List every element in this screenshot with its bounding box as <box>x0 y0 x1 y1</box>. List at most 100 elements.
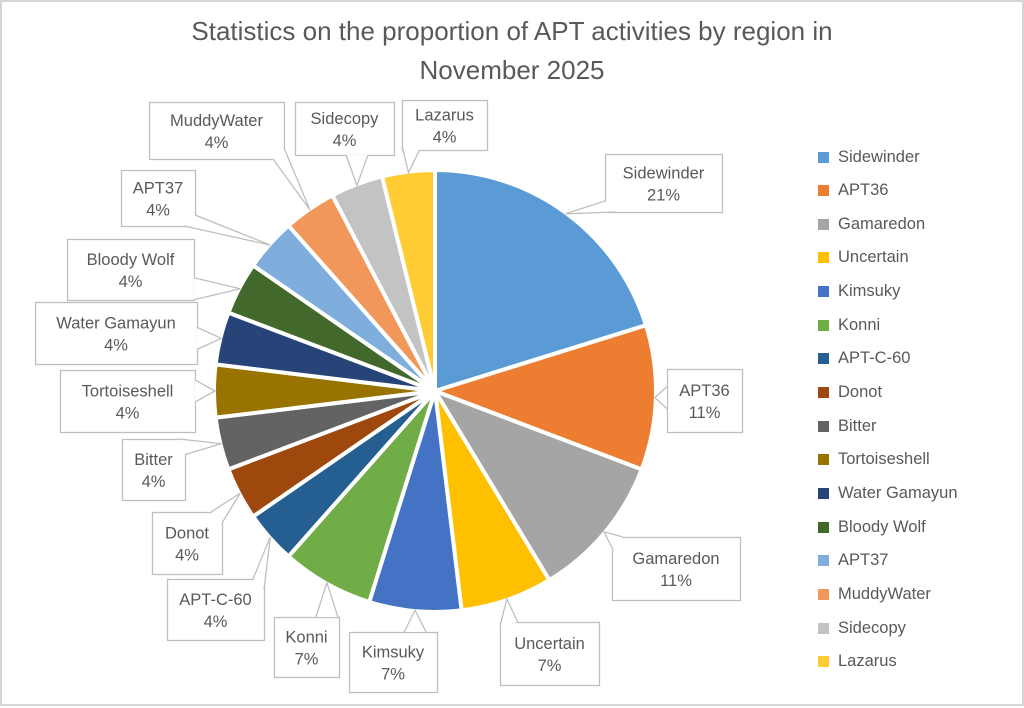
callout-box <box>121 438 187 502</box>
legend-item-muddywater: MuddyWater <box>818 582 931 606</box>
legend-item-bloody-wolf: Bloody Wolf <box>818 515 926 539</box>
data-label-percent: 4% <box>142 473 166 491</box>
legend-item-kimsuky: Kimsuky <box>818 280 900 304</box>
callout-leader-line <box>193 277 241 301</box>
data-label-sidecopy: Sidecopy 4% <box>294 101 396 188</box>
legend-label: Uncertain <box>838 248 909 267</box>
legend-item-donot: Donot <box>818 381 882 405</box>
chart-title-line-2: November 2025 <box>419 55 605 85</box>
data-label-tortoiseshell: Tortoiseshell 4% <box>59 369 217 434</box>
callout-box <box>148 101 286 161</box>
legend-swatch-icon <box>818 588 829 600</box>
data-label-percent: 4% <box>175 547 199 565</box>
legend-swatch-icon <box>818 622 829 634</box>
legend-label: Gamaredon <box>838 214 926 233</box>
legend-item-sidewinder: Sidewinder <box>818 145 920 169</box>
data-label-percent: 4% <box>204 613 228 631</box>
callout-box <box>611 536 742 602</box>
callout-beak-fill <box>500 599 518 627</box>
data-label-water-gamayun: Water Gamayun 4% <box>34 301 223 366</box>
data-label-percent: 7% <box>381 666 405 684</box>
data-label-gamaredon: Gamaredon 11% <box>602 530 742 602</box>
data-label-name: MuddyWater <box>170 112 263 130</box>
legend-label: Kimsuky <box>838 282 901 301</box>
data-label-percent: 4% <box>104 337 128 355</box>
data-label-lazarus: Lazarus 4% <box>401 99 489 175</box>
legend-label: Bloody Wolf <box>838 517 926 536</box>
callout-beak-fill <box>184 215 271 246</box>
legend-label: APT36 <box>838 181 889 200</box>
callout-leader-line <box>272 147 311 211</box>
legend-swatch-icon <box>818 319 829 331</box>
legend-swatch-icon <box>818 656 829 668</box>
pie-slices <box>212 167 658 614</box>
callout-box <box>348 631 439 694</box>
legend-label: APT-C-60 <box>838 349 911 368</box>
callout-beak-fill <box>273 148 310 210</box>
callout-box <box>401 99 489 152</box>
callout-beak-fill <box>253 536 271 590</box>
legend-label: Bitter <box>838 416 877 435</box>
data-label-name: Lazarus <box>415 107 474 125</box>
callout-beak-fill <box>345 155 368 186</box>
data-label-percent: 7% <box>295 651 319 669</box>
callout-box <box>34 301 199 366</box>
legend-item-tortoiseshell: Tortoiseshell <box>818 448 930 472</box>
data-label-konni: Konni 7% <box>273 580 341 679</box>
data-label-name: Bitter <box>134 451 173 469</box>
data-label-name: Kimsuky <box>362 644 425 662</box>
data-label-percent: 4% <box>433 129 457 147</box>
data-label-bloody-wolf: Bloody Wolf 4% <box>66 238 241 302</box>
callout-leader-line <box>196 326 223 350</box>
data-label-name: Tortoiseshell <box>82 383 174 401</box>
legend-item-sidecopy: Sidecopy <box>818 616 906 640</box>
data-label-bitter: Bitter 4% <box>121 438 222 502</box>
callout-leader-line <box>183 214 271 246</box>
legend-swatch-icon <box>818 387 829 398</box>
chart-title-line-1: Statistics on the proportion of APT acti… <box>191 16 833 46</box>
callout-box <box>59 369 197 434</box>
callout-beak-fill <box>197 327 222 350</box>
callout-box <box>120 169 197 228</box>
callout-box <box>666 368 744 434</box>
data-label-name: Water Gamayun <box>56 315 176 333</box>
callout-leader-line <box>499 597 519 627</box>
data-label-percent: 4% <box>205 134 229 152</box>
callout-beak-fill <box>194 277 241 300</box>
callout-leader-line <box>653 386 668 410</box>
callout-box <box>166 578 266 642</box>
callout-beak-fill <box>195 380 215 402</box>
callout-leader-line <box>178 438 222 456</box>
data-label-apt37: APT37 4% <box>120 169 271 246</box>
data-label-name: Konni <box>285 629 327 647</box>
callout-beak-fill <box>402 145 420 173</box>
callout-leader-line <box>345 154 369 188</box>
chart-title: Statistics on the proportion of APT acti… <box>2 12 1022 90</box>
legend-label: MuddyWater <box>838 584 931 603</box>
legend-label: Water Gamayun <box>838 484 958 502</box>
data-label-name: Gamaredon <box>632 550 719 568</box>
callout-beak-fill <box>654 386 667 409</box>
data-label-apt36: APT36 11% <box>653 368 744 434</box>
callout-box <box>604 153 724 214</box>
data-label-percent: 4% <box>146 202 170 220</box>
data-label-name: Donot <box>165 525 209 543</box>
callout-beak-fill <box>211 493 241 523</box>
data-labels: Sidewinder 21% APT36 11% Gamaredon 11% Uncerta… <box>34 99 744 694</box>
legend-item-lazarus: Lazarus <box>818 650 897 674</box>
legend-label: APT37 <box>838 551 889 570</box>
data-label-percent: 21% <box>647 187 680 205</box>
data-label-percent: 4% <box>119 273 143 291</box>
legend-item-uncertain: Uncertain <box>818 246 909 270</box>
legend-label: Lazarus <box>838 652 897 671</box>
legend-item-gamaredon: Gamaredon <box>818 212 925 236</box>
legend-swatch-icon <box>818 420 829 432</box>
callout-beak-fill <box>315 582 338 617</box>
data-label-percent: 4% <box>333 132 357 150</box>
legend-label: Sidecopy <box>838 618 906 637</box>
data-label-name: Bloody Wolf <box>87 251 175 269</box>
legend-swatch-icon <box>818 185 829 197</box>
data-label-sidewinder: Sidewinder 21% <box>565 153 724 215</box>
legend-swatch-icon <box>818 151 829 163</box>
callout-leader-line <box>401 145 421 175</box>
